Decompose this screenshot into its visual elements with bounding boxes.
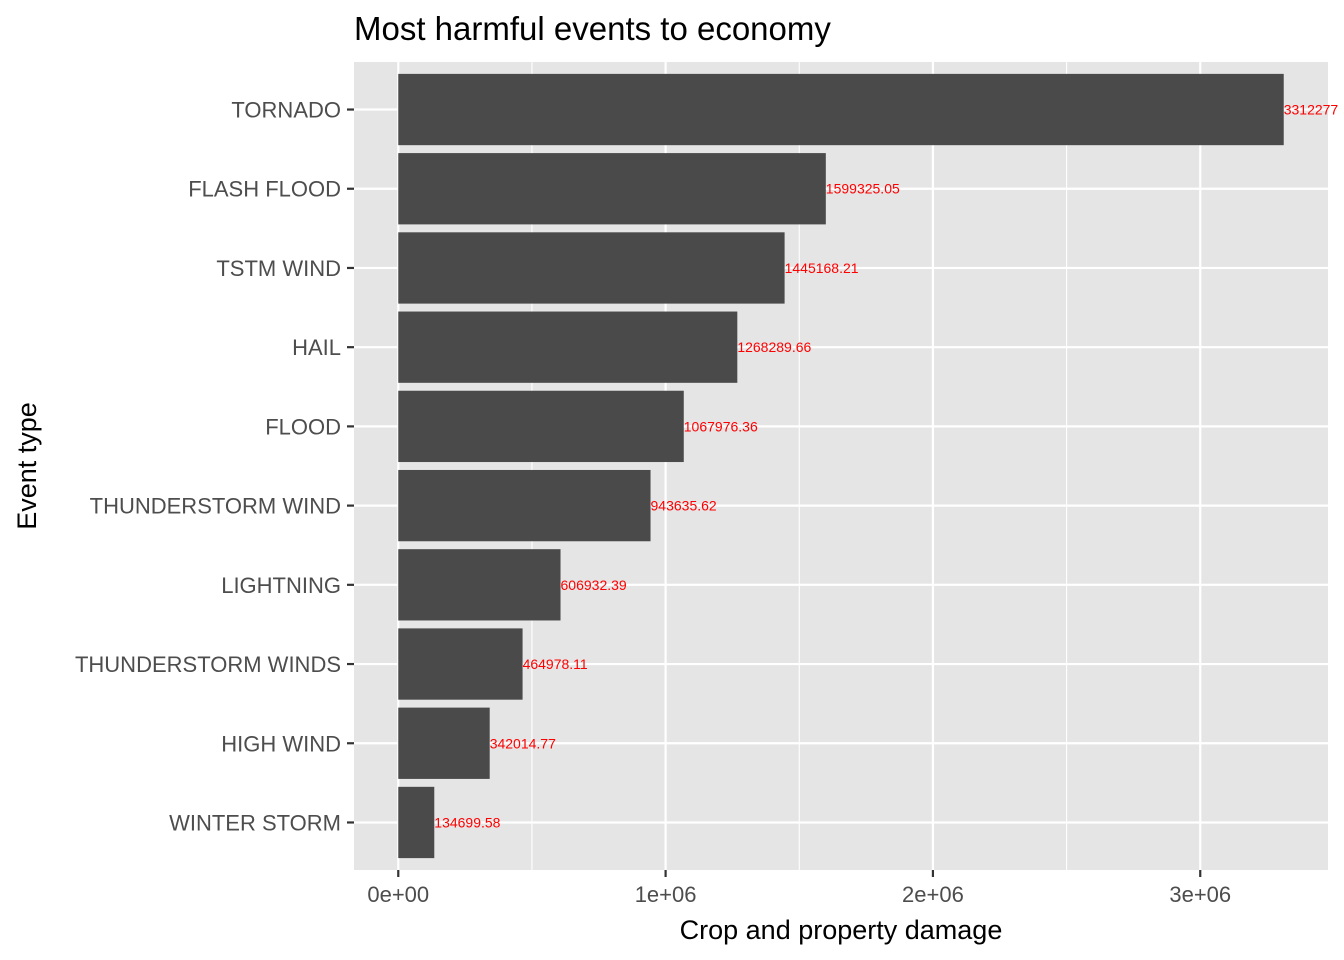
- data-label: 134699.58: [434, 814, 500, 830]
- x-tick-label: 2e+06: [902, 882, 964, 907]
- data-labels: 3312277 1599325.05 1445168.21 1268289.66 106…: [434, 102, 1338, 831]
- y-tick-label: HAIL: [292, 335, 341, 360]
- x-tick-label: 3e+06: [1169, 882, 1231, 907]
- x-axis-title: Crop and property damage: [680, 915, 1003, 945]
- bar: [398, 707, 490, 779]
- bar: [398, 311, 738, 383]
- x-axis: 0e+00 1e+06 2e+06 3e+06: [367, 870, 1231, 907]
- y-tick-label: FLOOD: [265, 414, 341, 439]
- data-label: 1067976.36: [684, 418, 758, 434]
- data-label: 3312277: [1284, 102, 1339, 118]
- bar: [398, 390, 684, 463]
- y-tick-label: THUNDERSTORM WINDS: [75, 652, 341, 677]
- x-tick-label: 1e+06: [635, 882, 697, 907]
- data-label: 943635.62: [651, 498, 717, 514]
- y-tick-label: WINTER STORM: [169, 810, 341, 835]
- bar: [398, 549, 561, 621]
- y-tick-label: LIGHTNING: [221, 573, 341, 598]
- bar: [398, 73, 1284, 146]
- data-label: 342014.77: [490, 735, 556, 751]
- y-tick-label: HIGH WIND: [221, 731, 341, 756]
- bar: [398, 628, 523, 700]
- data-label: 1268289.66: [737, 339, 811, 355]
- y-tick-label: TORNADO: [231, 98, 341, 123]
- data-label: 606932.39: [561, 577, 627, 593]
- y-tick-label: THUNDERSTORM WIND: [90, 494, 341, 519]
- y-tick-label: TSTM WIND: [216, 256, 341, 281]
- x-tick-label: 0e+00: [367, 882, 429, 907]
- bar: [398, 469, 651, 542]
- data-label: 1445168.21: [785, 260, 859, 276]
- y-axis-title: Event type: [12, 402, 42, 530]
- data-label: 464978.11: [523, 656, 588, 672]
- data-label: 1599325.05: [826, 181, 900, 197]
- y-axis: TORNADO FLASH FLOOD TSTM WIND HAIL FLOOD THUN…: [75, 98, 354, 835]
- y-tick-label: FLASH FLOOD: [188, 177, 341, 202]
- chart-title: Most harmful events to economy: [354, 10, 831, 47]
- bar: [398, 786, 435, 859]
- bars: [398, 73, 1284, 859]
- bar: [398, 232, 785, 304]
- bar: [398, 153, 826, 225]
